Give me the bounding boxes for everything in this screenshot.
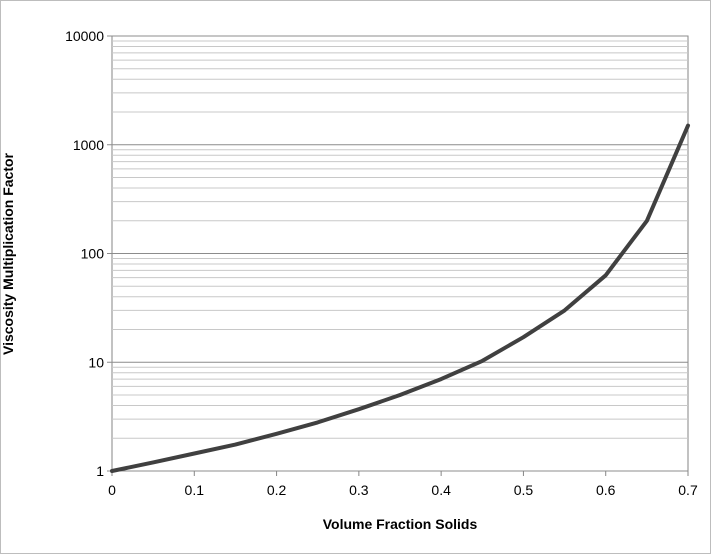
y-tick-label: 1	[96, 463, 104, 479]
y-tick-label: 10000	[65, 28, 104, 44]
series-layer	[110, 123, 690, 473]
x-tick-labels: 0 0.1 0.2 0.3 0.4 0.5 0.6 0.7	[108, 482, 698, 498]
y-tick-label: 10	[88, 354, 104, 370]
x-tick-label: 0.6	[596, 482, 616, 498]
x-tick-marks	[111, 471, 689, 476]
x-tick-label: 0.1	[185, 482, 205, 498]
y-tick-label: 100	[81, 246, 105, 262]
x-tick-label: 0.4	[431, 482, 451, 498]
y-tick-label: 1000	[73, 137, 104, 153]
x-tick-label: 0.5	[514, 482, 534, 498]
minor-gridlines	[112, 40, 688, 439]
major-gridlines	[107, 35, 688, 472]
x-tick-label: 0	[108, 482, 116, 498]
x-tick-label: 0.3	[349, 482, 369, 498]
y-tick-labels: 1 10 100 1000 10000	[65, 28, 104, 479]
y-axis-title: Viscosity Multiplication Factor	[0, 152, 16, 355]
x-tick-label: 0.2	[267, 482, 287, 498]
x-axis-title: Volume Fraction Solids	[323, 516, 478, 532]
x-tick-label: 0.7	[678, 482, 698, 498]
